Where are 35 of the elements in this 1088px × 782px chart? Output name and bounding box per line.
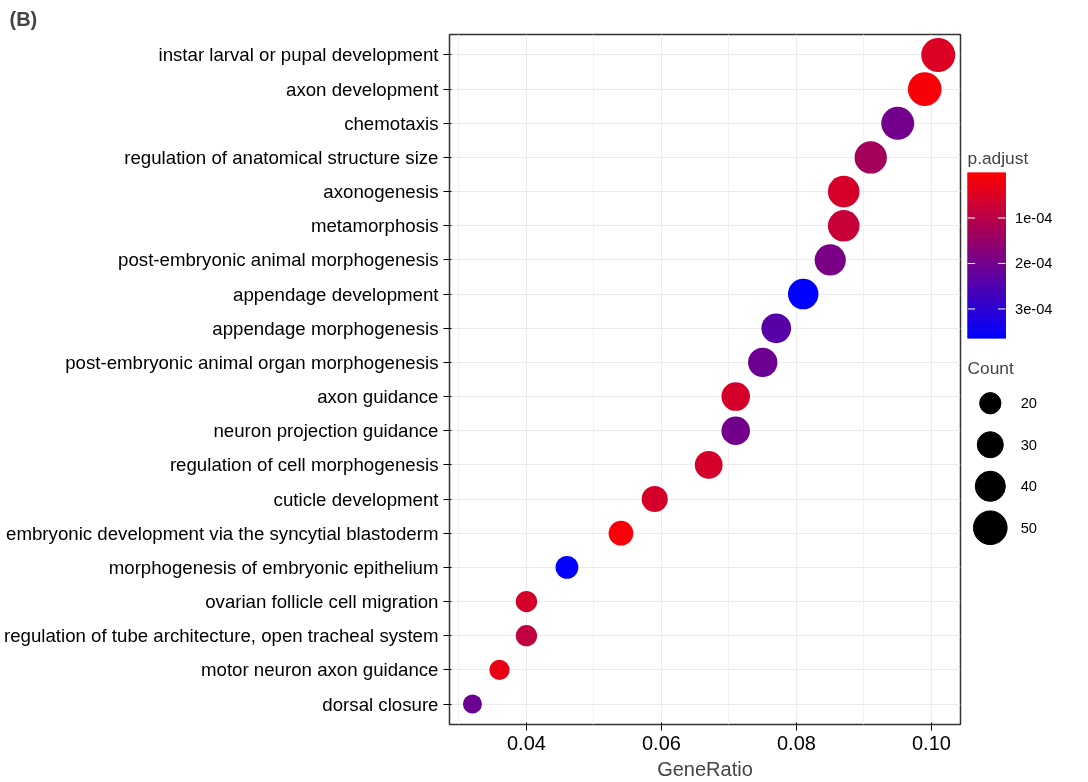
- legend-title: Count: [967, 357, 1014, 378]
- y-tick-label: motor neuron axon guidance: [200, 659, 439, 681]
- legend-label: 50: [1020, 519, 1038, 536]
- y-tick-label: post-embryonic animal organ morphogenesis: [65, 351, 439, 373]
- x-tick-label: 0.08: [777, 731, 816, 754]
- y-tick-label: regulation of tube architecture, open tracheal system: [3, 625, 439, 647]
- y-tick-label: post-embryonic animal morphogenesis: [118, 249, 439, 271]
- color-bar-label: 3e-04: [1015, 300, 1053, 317]
- legend-label: 30: [1020, 436, 1038, 453]
- x-tick-label: 0.06: [642, 731, 681, 754]
- legend-label: 40: [1020, 478, 1038, 495]
- y-tick-label: instar larval or pupal development: [158, 44, 440, 66]
- y-tick-label: regulation of anatomical structure size: [124, 146, 439, 168]
- y-tick-label: regulation of cell morphogenesis: [169, 454, 439, 476]
- y-tick-label: metamorphosis: [310, 215, 439, 237]
- y-tick-label: appendage morphogenesis: [212, 317, 439, 339]
- x-tick-label: 0.04: [506, 731, 546, 754]
- color-bar-label: 2e-04: [1015, 255, 1053, 272]
- y-tick-label: chemotaxis: [344, 112, 439, 134]
- y-tick-label: cuticle development: [273, 488, 440, 510]
- y-tick-label: embryonic development via the syncytial blastoderm: [6, 522, 439, 544]
- y-tick-label: appendage development: [233, 283, 440, 305]
- y-tick-label: axonogenesis: [323, 181, 439, 203]
- y-tick-label: morphogenesis of embryonic epithelium: [108, 556, 439, 578]
- color-bar-title: p.adjust: [967, 147, 1029, 168]
- legend-label: 20: [1020, 395, 1038, 412]
- color-bar-label: 1e-04: [1015, 209, 1053, 226]
- y-tick-label: neuron projection guidance: [213, 420, 439, 442]
- x-axis-title: GeneRatio: [657, 757, 753, 780]
- y-tick-label: axon guidance: [317, 386, 439, 408]
- y-tick-label: axon development: [286, 78, 440, 100]
- y-tick-label: dorsal closure: [322, 693, 439, 715]
- x-tick-label: 0.10: [912, 731, 951, 754]
- text: (B): [9, 7, 38, 30]
- y-tick-label: ovarian follicle cell migration: [205, 591, 439, 613]
